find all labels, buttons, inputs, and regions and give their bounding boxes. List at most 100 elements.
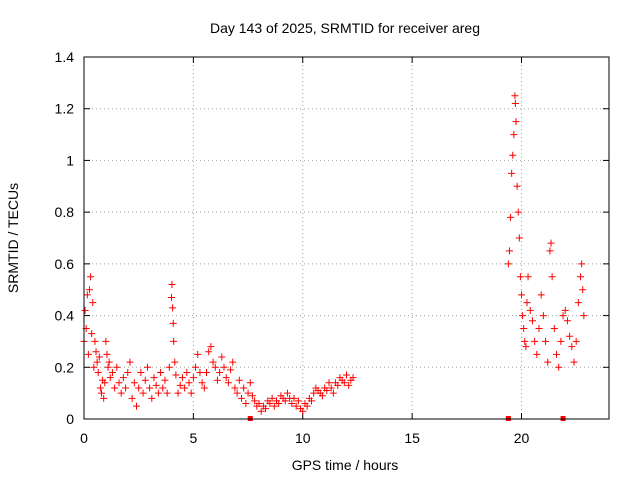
- x-axis-label: GPS time / hours: [292, 457, 399, 473]
- data-point: [168, 281, 176, 289]
- data-point: [244, 389, 252, 397]
- data-point: [251, 397, 259, 405]
- data-point: [104, 363, 112, 371]
- data-point: [528, 317, 536, 325]
- y-tick-label: 0.8: [55, 204, 75, 220]
- data-point: [294, 397, 302, 405]
- data-point: [233, 389, 241, 397]
- data-point: [531, 337, 539, 345]
- data-point: [161, 376, 169, 384]
- data-point: [555, 363, 563, 371]
- data-point: [290, 394, 298, 402]
- data-point: [128, 394, 136, 402]
- data-point: [537, 291, 545, 299]
- data-point: [509, 151, 517, 159]
- data-point: [135, 384, 143, 392]
- data-point: [334, 381, 342, 389]
- data-point: [183, 368, 191, 376]
- data-point: [507, 213, 515, 221]
- data-point: [516, 273, 524, 281]
- data-point: [169, 304, 177, 312]
- data-point: [572, 337, 580, 345]
- data-point: [169, 319, 177, 327]
- y-tick-label: 1: [66, 152, 74, 168]
- plot-frame: [83, 56, 610, 420]
- data-point: [170, 337, 178, 345]
- data-point: [200, 384, 208, 392]
- data-point: [275, 399, 283, 407]
- data-point: [310, 389, 318, 397]
- data-point: [152, 381, 160, 389]
- data-point: [504, 260, 512, 268]
- data-point: [559, 312, 567, 320]
- data-point: [533, 350, 541, 358]
- data-point: [547, 239, 555, 247]
- data-point: [90, 363, 98, 371]
- data-point: [535, 325, 543, 332]
- data-point: [157, 368, 165, 376]
- data-point: [323, 387, 331, 395]
- data-point: [513, 182, 521, 190]
- data-point: [187, 389, 195, 397]
- data-point: [137, 368, 145, 376]
- data-point: [102, 337, 110, 345]
- data-point: [505, 247, 513, 255]
- x-tick-label: 20: [514, 430, 530, 446]
- data-point: [574, 299, 582, 307]
- data-point: [92, 348, 100, 356]
- data-point: [148, 394, 156, 402]
- data-point: [292, 402, 300, 410]
- y-tick-label: 1.4: [55, 49, 75, 65]
- data-point: [95, 353, 103, 361]
- data-point: [207, 343, 215, 351]
- data-point: [178, 374, 186, 382]
- data-point: [126, 358, 134, 366]
- data-point: [327, 384, 335, 392]
- data-point: [546, 247, 554, 255]
- data-point: [557, 337, 565, 345]
- data-point: [163, 389, 171, 397]
- data-point: [579, 286, 587, 294]
- data-point: [518, 291, 525, 299]
- data-point: [100, 394, 108, 402]
- data-point: [521, 337, 529, 345]
- data-point: [171, 358, 179, 366]
- data-point: [318, 392, 326, 400]
- data-point: [218, 353, 226, 361]
- data-point: [262, 405, 270, 413]
- y-tick-label: 0.6: [55, 256, 75, 272]
- data-point: [209, 358, 217, 366]
- data-point: [235, 376, 243, 384]
- data-point: [196, 368, 204, 376]
- data-point: [242, 399, 250, 407]
- data-point: [224, 379, 232, 387]
- data-point: [523, 299, 531, 307]
- data-point: [146, 384, 154, 392]
- data-point: [154, 389, 162, 397]
- data-point: [172, 371, 180, 379]
- data-point: [211, 363, 219, 371]
- data-point: [216, 368, 224, 376]
- data-point: [577, 273, 585, 281]
- y-tick-label: 0.2: [55, 359, 75, 375]
- data-point: [519, 312, 527, 320]
- data-point: [85, 286, 93, 294]
- data-point: [255, 399, 263, 407]
- data-point: [124, 368, 132, 376]
- data-point: [566, 332, 574, 340]
- data-point: [115, 379, 123, 387]
- data-point: [106, 374, 114, 382]
- data-point: [222, 374, 230, 382]
- data-point: [150, 374, 158, 382]
- data-point: [89, 299, 97, 307]
- data-point: [213, 376, 221, 384]
- data-point: [165, 363, 173, 371]
- data-point: [113, 363, 121, 371]
- data-point: [198, 379, 206, 387]
- x-tick-label: 5: [189, 430, 197, 446]
- data-point: [229, 358, 237, 366]
- data-point: [578, 260, 586, 268]
- data-point: [98, 389, 105, 397]
